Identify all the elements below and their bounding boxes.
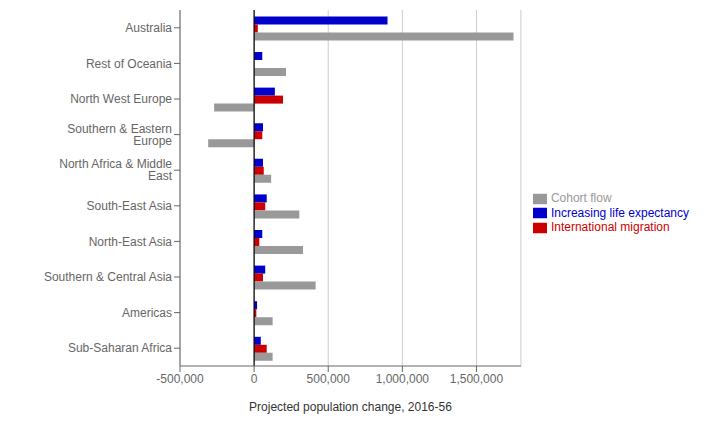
svg-text:500,000: 500,000 (307, 372, 351, 386)
svg-text:1,500,000: 1,500,000 (450, 372, 504, 386)
svg-text:0: 0 (251, 372, 258, 386)
svg-text:Rest of Oceania: Rest of Oceania (86, 57, 172, 71)
svg-text:North West Europe: North West Europe (70, 92, 172, 106)
svg-text:Americas: Americas (122, 306, 172, 320)
html-text:International migration: International migration (550, 220, 670, 235)
html-text:Cohort flow: Cohort flow (550, 190, 612, 205)
svg-text:1,000,000: 1,000,000 (376, 372, 430, 386)
svg-text:Southern & EasternEurope: Southern & EasternEurope (67, 122, 172, 148)
svg-text:-500,000: -500,000 (156, 372, 204, 386)
svg-text:Sub-Saharan Africa: Sub-Saharan Africa (68, 341, 172, 355)
svg-text:Projected population change, 2: Projected population change, 2016-56 (249, 400, 452, 414)
html-text:Increasing life expectancy: Increasing life expectancy (550, 205, 689, 220)
svg-text:Australia: Australia (125, 21, 172, 35)
svg-text:Southern & Central Asia: Southern & Central Asia (44, 270, 172, 284)
svg-text:North Africa & MiddleEast: North Africa & MiddleEast (59, 157, 172, 183)
svg-text:South-East Asia: South-East Asia (87, 199, 173, 213)
svg-text:North-East Asia: North-East Asia (89, 235, 173, 249)
